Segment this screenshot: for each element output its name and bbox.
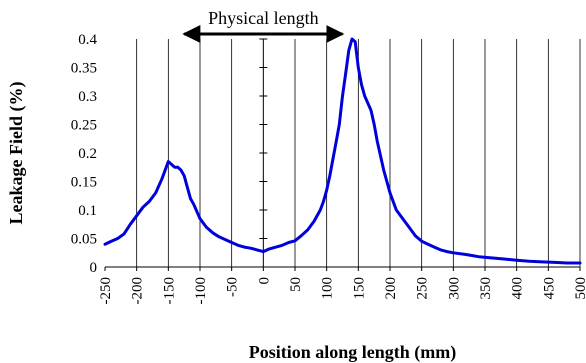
x-tick-label: -200 <box>130 277 146 305</box>
y-tick-label: 0 <box>90 260 98 276</box>
x-tick-label: -100 <box>193 277 209 305</box>
series-line <box>103 37 582 265</box>
x-tick-label: 250 <box>415 277 431 300</box>
y-tick-label: 0.35 <box>71 61 97 77</box>
y-tick-labels: 0 0.05 0.1 0.15 0.2 0.25 0.3 0.35 0.4 <box>71 32 98 276</box>
gridlines <box>136 39 581 267</box>
x-tick-label: -50 <box>225 277 241 297</box>
y-tick-label: 0.4 <box>78 32 97 48</box>
x-tick-label: -250 <box>98 277 114 305</box>
x-tick-label: 400 <box>510 277 526 300</box>
x-tick-label: 500 <box>573 277 586 300</box>
x-tick-label: 300 <box>446 277 462 300</box>
y-tick-label: 0.25 <box>71 118 97 134</box>
x-tick-label: 100 <box>320 277 336 300</box>
x-tick-label: 0 <box>256 277 272 285</box>
y-tick-label: 0.2 <box>78 146 97 162</box>
y-tick-label: 0.1 <box>78 203 97 219</box>
x-axis-label: Position along length (mm) <box>249 342 457 363</box>
axes <box>104 38 581 271</box>
y-tick-label: 0.15 <box>71 175 97 191</box>
x-tick-label: 200 <box>383 277 399 300</box>
series-layer <box>103 37 582 265</box>
y-tick-label: 0.05 <box>71 232 97 248</box>
annotation: Physical length <box>182 8 345 43</box>
x-tick-labels: -250 -200 -150 -100 -50 0 50 100 150 200 250 300 350… <box>98 277 586 305</box>
y-axis-label: Leakage Field (%) <box>6 82 27 225</box>
x-tick-label: -150 <box>161 277 177 305</box>
physical-length-label: Physical length <box>208 8 319 28</box>
x-tick-label: 350 <box>478 277 494 300</box>
x-tick-label: 50 <box>288 277 304 292</box>
y-tick-label: 0.3 <box>78 89 97 105</box>
x-tick-label: 150 <box>351 277 367 300</box>
x-tick-label: 450 <box>541 277 557 300</box>
